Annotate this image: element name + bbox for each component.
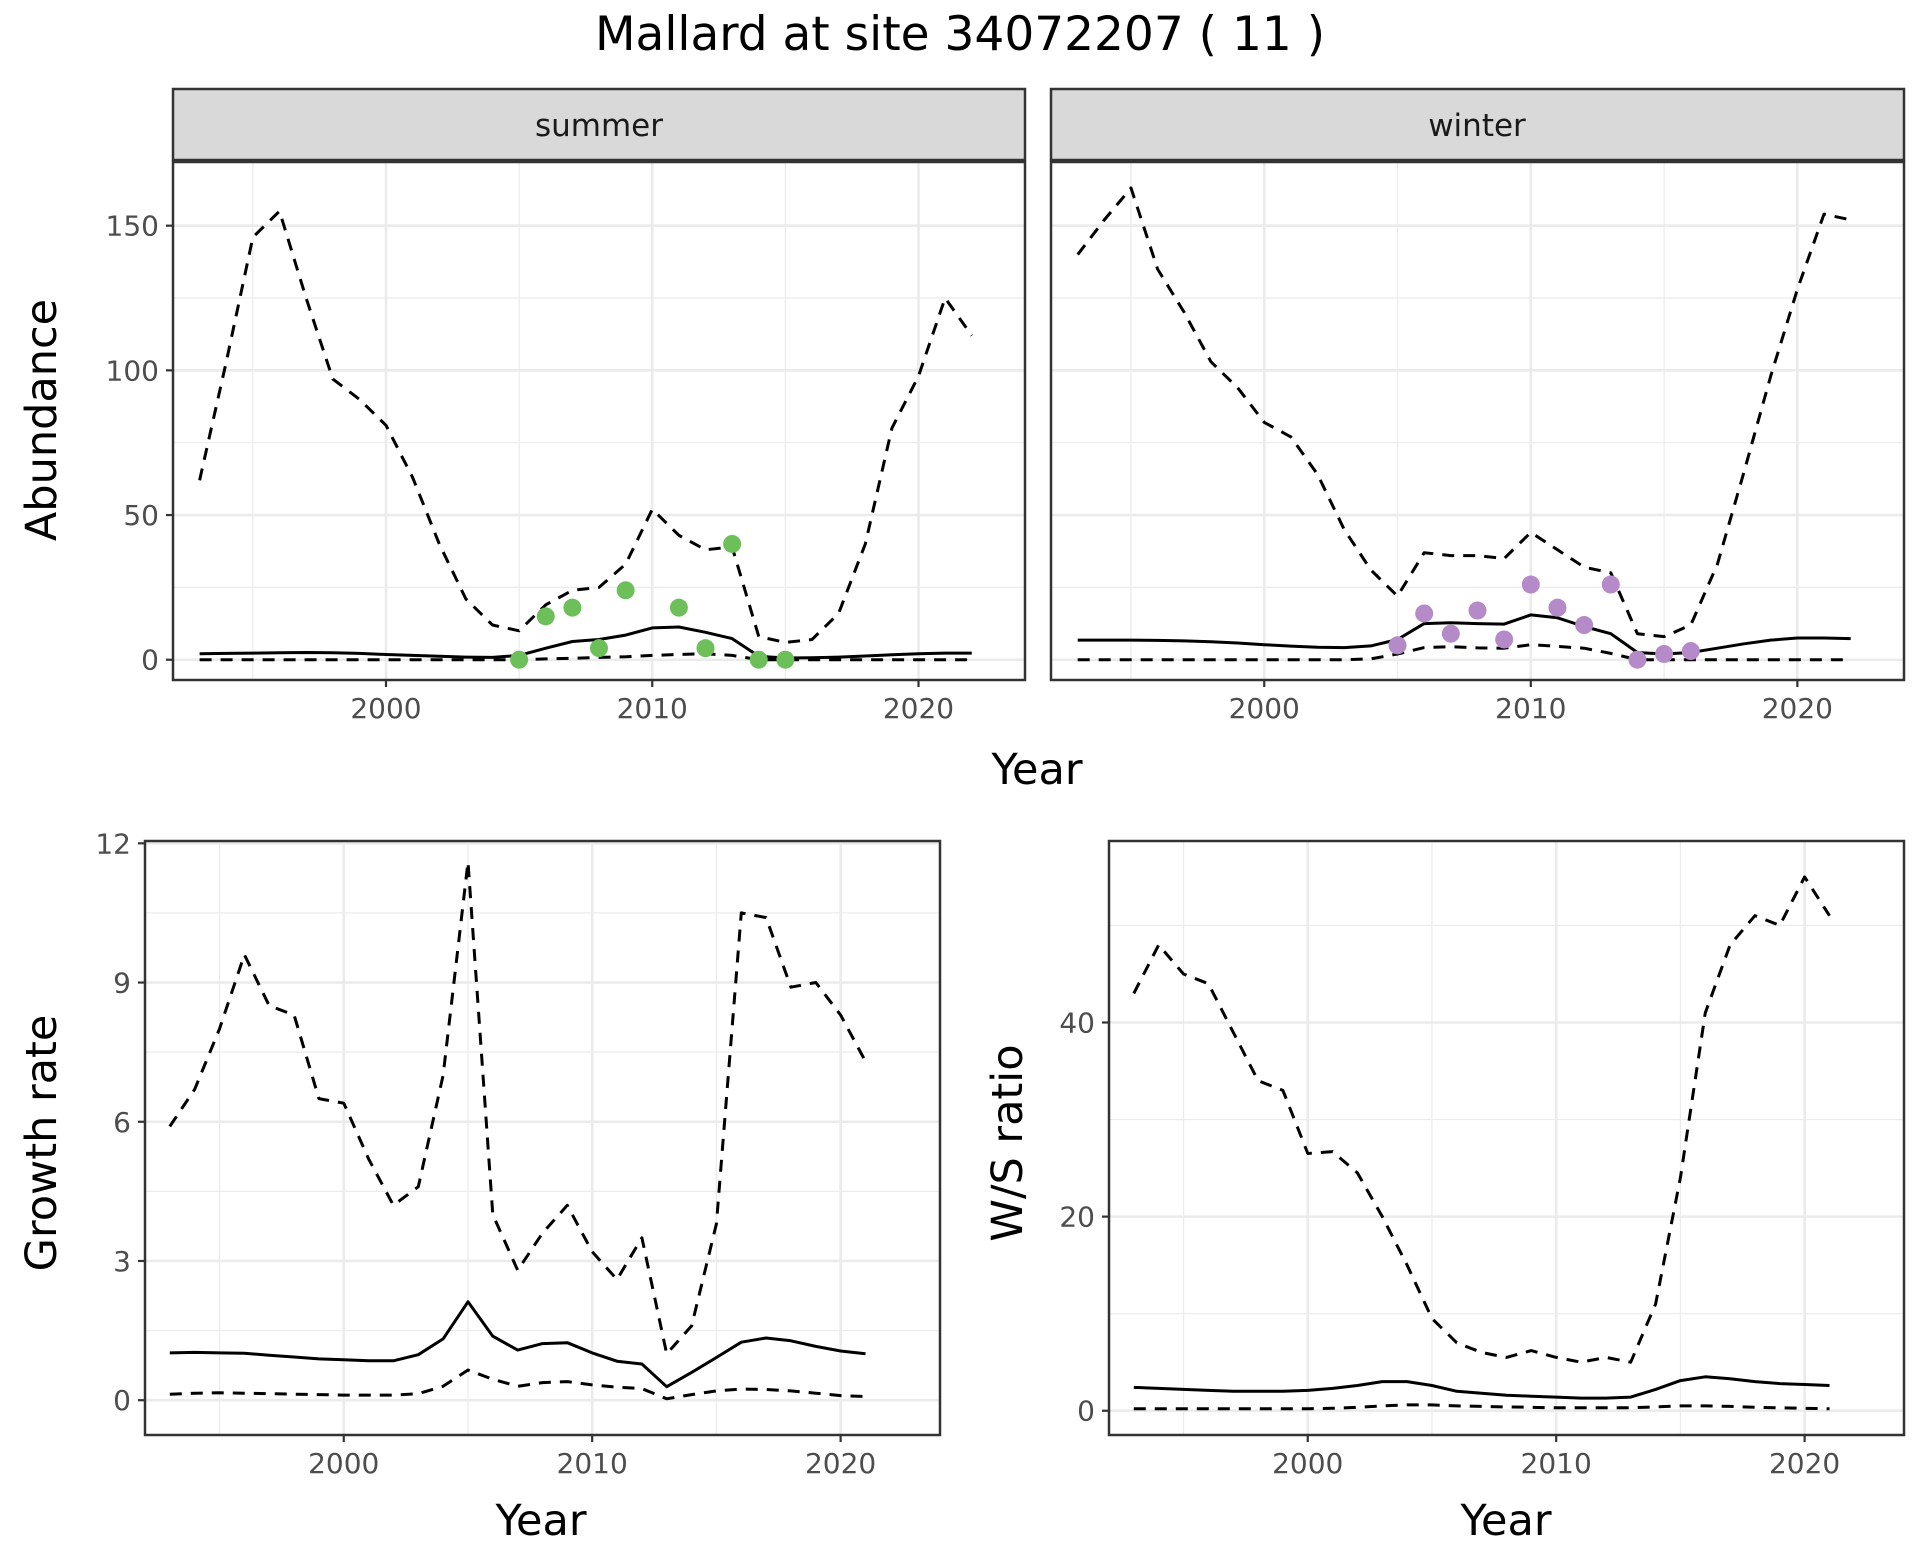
x-axis-title-top: Year — [990, 745, 1082, 795]
data-point-summer — [510, 650, 529, 669]
series-line-upper — [168, 860, 867, 1356]
x-tick-label: 2000 — [1272, 1447, 1343, 1480]
data-point-winter — [1415, 604, 1434, 623]
strip-label-winter: winter — [1428, 108, 1526, 144]
x-tick-label: 2020 — [1769, 1447, 1840, 1480]
series-line-estimate — [199, 625, 972, 660]
series-line-lower — [199, 652, 972, 662]
y-axis-title-abundance: Abundance — [17, 299, 67, 541]
data-point-winter — [1441, 624, 1460, 643]
panel-border — [171, 160, 1027, 682]
panel-border — [1049, 160, 1906, 682]
y-tick-label: 0 — [113, 1384, 131, 1417]
x-tick-label: 2020 — [805, 1447, 876, 1480]
x-axis-title-ratio: Year — [1459, 1496, 1551, 1546]
series-line-upper — [1076, 186, 1852, 639]
plot-area-summer: 2000 2010 2020 0 50 100 150 — [106, 160, 1027, 725]
strip-summer — [171, 87, 1027, 162]
x-tick-label: 2010 — [557, 1447, 628, 1480]
x-tick-label: 2010 — [1521, 1447, 1592, 1480]
y-tick-label: 50 — [123, 499, 159, 532]
plot-area-growth: 2000 2010 2020 0 3 6 9 12 — [95, 827, 942, 1480]
y-tick-label: 12 — [95, 827, 131, 860]
data-point-summer — [696, 639, 715, 658]
data-point-winter — [1388, 636, 1407, 655]
data-point-winter — [1601, 575, 1620, 594]
x-tick-label: 2000 — [308, 1447, 379, 1480]
series-line-upper — [1132, 875, 1831, 1364]
plot-area-winter: 2000 2010 2020 — [1049, 160, 1906, 725]
x-axis-title-growth: Year — [494, 1496, 586, 1546]
y-tick-label: 9 — [113, 967, 131, 1000]
panel-summer: summer 2000 2010 2020 0 50 100 150 — [106, 87, 1027, 725]
series-line-estimate — [1133, 1375, 1830, 1400]
y-axis-title-ratio: W/S ratio — [983, 1044, 1033, 1241]
data-point-summer — [776, 650, 795, 669]
data-point-summer — [723, 534, 742, 553]
panel-background — [1051, 162, 1904, 680]
y-tick-label: 150 — [106, 210, 159, 243]
y-tick-label: 3 — [113, 1245, 131, 1278]
panel-winter: winter 2000 2010 2020 — [1049, 87, 1906, 725]
panel-background — [173, 162, 1025, 680]
data-point-summer — [669, 598, 688, 617]
y-tick-label: 20 — [1059, 1201, 1095, 1234]
chart-title: Mallard at site 34072207 ( 11 ) — [595, 7, 1325, 62]
series-line-lower — [1133, 1403, 1830, 1411]
data-point-summer — [536, 607, 555, 626]
x-tick-label: 2020 — [1762, 692, 1833, 725]
plot-area-ratio: 2000 2010 2020 0 20 40 — [1059, 839, 1906, 1480]
data-point-winter — [1468, 601, 1487, 620]
data-point-winter — [1681, 642, 1700, 661]
data-point-summer — [616, 581, 635, 600]
data-point-summer — [749, 650, 768, 669]
series-line-estimate — [1077, 613, 1851, 656]
y-axis-title-growth: Growth rate — [17, 1015, 67, 1272]
x-tick-label: 2000 — [1229, 692, 1300, 725]
y-tick-label: 0 — [1077, 1395, 1095, 1428]
data-point-winter — [1575, 616, 1594, 635]
y-tick-label: 6 — [113, 1106, 131, 1139]
data-point-winter — [1548, 598, 1567, 617]
series-line-estimate — [169, 1300, 866, 1389]
y-tick-label: 0 — [141, 644, 159, 677]
y-tick-label: 100 — [106, 354, 159, 387]
series-line-lower — [1077, 643, 1851, 662]
strip-winter — [1049, 87, 1906, 162]
x-tick-label: 2010 — [617, 692, 688, 725]
panel-border — [1107, 839, 1906, 1437]
x-tick-label: 2020 — [883, 692, 954, 725]
panel-background — [1109, 841, 1904, 1435]
data-point-summer — [563, 598, 582, 617]
panel-background — [145, 841, 940, 1435]
data-point-winter — [1521, 575, 1540, 594]
x-tick-label: 2010 — [1495, 692, 1566, 725]
data-point-summer — [590, 639, 608, 658]
panel-border — [143, 839, 942, 1437]
series-line-upper — [198, 209, 974, 644]
strip-label-summer: summer — [535, 108, 663, 144]
series-line-lower — [169, 1368, 866, 1401]
data-point-winter — [1495, 630, 1514, 649]
y-tick-label: 40 — [1059, 1007, 1095, 1040]
x-tick-label: 2000 — [350, 692, 421, 725]
data-point-winter — [1628, 650, 1647, 669]
data-point-winter — [1655, 644, 1674, 663]
